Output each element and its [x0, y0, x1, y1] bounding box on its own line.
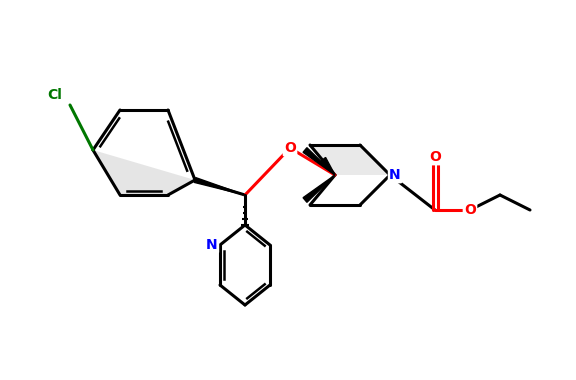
Polygon shape — [310, 145, 390, 175]
Text: N: N — [206, 238, 218, 252]
Polygon shape — [303, 148, 335, 175]
Polygon shape — [320, 157, 335, 175]
Text: Cl: Cl — [48, 88, 62, 102]
Text: O: O — [464, 203, 476, 217]
Text: O: O — [429, 150, 441, 164]
Text: O: O — [284, 141, 296, 155]
Polygon shape — [93, 150, 195, 195]
Polygon shape — [303, 175, 335, 202]
Polygon shape — [194, 177, 245, 195]
Text: N: N — [389, 168, 401, 182]
